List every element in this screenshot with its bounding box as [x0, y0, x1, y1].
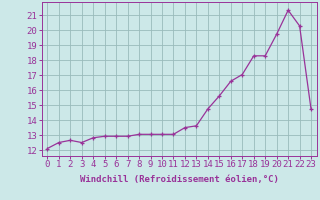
- X-axis label: Windchill (Refroidissement éolien,°C): Windchill (Refroidissement éolien,°C): [80, 175, 279, 184]
